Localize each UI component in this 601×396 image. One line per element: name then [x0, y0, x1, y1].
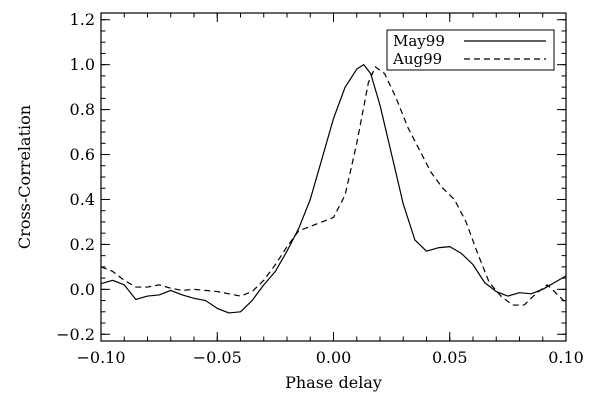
y-tick-label: 0.4 — [70, 190, 95, 209]
y-axis-title: Cross-Correlation — [15, 105, 34, 249]
legend-box — [386, 29, 555, 71]
x-tick-label: −0.05 — [193, 348, 242, 367]
y-tick-label: 1.0 — [70, 55, 95, 74]
tick-labels: −0.10 −0.05 0.00 0.05 0.10 −0.2 0.0 0.2 0.4 0.6 0.… — [56, 10, 584, 367]
x-tick-label: 0.00 — [316, 348, 352, 367]
y-tick-label: 0.0 — [70, 280, 95, 299]
legend-label-may99: May99 — [393, 32, 445, 50]
x-axis-title: Phase delay — [285, 373, 382, 392]
y-tick-label: 1.2 — [70, 10, 95, 29]
y-tick-label: 0.2 — [70, 235, 95, 254]
axis-ticks — [100, 13, 567, 341]
y-tick-label: −0.2 — [56, 325, 95, 344]
x-tick-label: −0.10 — [76, 348, 125, 367]
x-tick-label: 0.10 — [548, 348, 584, 367]
legend-label-aug99: Aug99 — [392, 50, 442, 68]
series-line-aug99 — [100, 66, 567, 306]
y-tick-label: 0.6 — [70, 145, 95, 164]
series-lines — [100, 64, 567, 314]
x-tick-label: 0.05 — [432, 348, 468, 367]
legend: May99 Aug99 — [386, 29, 555, 71]
y-tick-label: 0.8 — [70, 100, 95, 119]
series-line-may99 — [100, 64, 567, 314]
